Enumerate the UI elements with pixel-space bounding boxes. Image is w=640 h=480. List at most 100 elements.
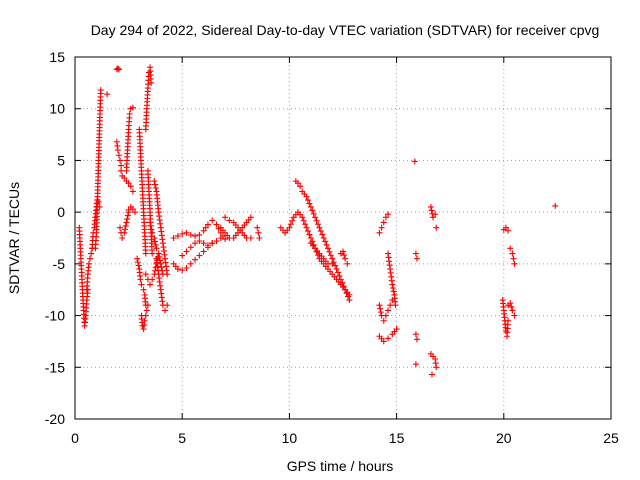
data-point-s20 <box>155 250 162 257</box>
data-point-s19 <box>152 181 159 188</box>
data-point-s11 <box>132 209 139 216</box>
data-point-s29 <box>309 242 316 249</box>
data-point-s32 <box>377 309 384 316</box>
data-point-s23 <box>204 242 211 249</box>
data-point-s20 <box>152 241 159 248</box>
data-point-s09 <box>121 229 128 236</box>
data-point-s27 <box>327 268 334 275</box>
data-point-s20 <box>156 253 163 260</box>
data-point-s16 <box>149 247 156 254</box>
data-point-s27 <box>289 217 296 224</box>
data-point-s18 <box>159 298 166 305</box>
data-point-s27 <box>287 221 294 228</box>
data-point-s20 <box>147 222 154 229</box>
data-point-s45 <box>509 307 516 314</box>
data-point-s22 <box>213 221 220 228</box>
data-point-s39 <box>429 210 436 217</box>
data-point-s27 <box>307 235 314 241</box>
data-point-s23 <box>187 244 194 251</box>
data-point-s32 <box>387 302 394 309</box>
data-point-s13 <box>141 321 148 328</box>
data-point-s13 <box>143 307 150 314</box>
grid <box>75 57 611 419</box>
x-tick-label: 0 <box>71 430 79 446</box>
data-point-s39 <box>427 203 434 210</box>
data-point-s07 <box>114 142 121 149</box>
data-point-s23 <box>209 240 216 247</box>
data-point-s20 <box>158 264 165 271</box>
y-tick-label: 10 <box>49 101 65 117</box>
data-point-s27 <box>300 217 307 224</box>
data-point-s36 <box>412 250 419 257</box>
data-point-s13 <box>144 302 151 309</box>
data-point-s01 <box>83 300 90 307</box>
data-point-s20 <box>153 245 160 252</box>
data-point-s44 <box>501 314 508 321</box>
x-tick-label: 5 <box>178 430 186 446</box>
data-point-s04 <box>96 124 103 131</box>
data-point-s16 <box>145 185 152 192</box>
data-point-s35 <box>411 158 418 165</box>
data-point-s32 <box>385 307 392 314</box>
data-point-s20 <box>149 229 156 236</box>
data-point-s25 <box>241 232 248 239</box>
data-point-s46 <box>509 250 516 257</box>
data-point-s22 <box>170 235 177 241</box>
data-point-s09 <box>124 212 131 219</box>
data-point-s12 <box>138 281 145 288</box>
data-point-s28 <box>316 224 323 231</box>
data-point-s26 <box>255 229 262 236</box>
y-tick-label: -10 <box>45 308 65 324</box>
data-point-s02 <box>87 255 94 262</box>
data-point-s30 <box>342 255 349 262</box>
y-tick-label: -20 <box>45 411 65 427</box>
data-point-s08 <box>125 180 132 187</box>
data-point-s24 <box>241 222 248 229</box>
data-point-s26 <box>256 235 263 241</box>
data-point-s19 <box>151 178 158 185</box>
data-point-s01 <box>77 241 84 248</box>
data-point-s04 <box>97 90 104 97</box>
data-point-s22 <box>200 227 207 234</box>
data-point-s22 <box>204 221 211 228</box>
data-point-s25 <box>232 222 239 229</box>
data-point-s09 <box>119 235 126 241</box>
data-point-s20 <box>152 238 159 245</box>
data-point-s38 <box>412 361 419 368</box>
data-point-s04 <box>93 233 100 240</box>
data-point-s22 <box>179 230 186 237</box>
data-point-s24 <box>245 216 252 223</box>
data-point-s10 <box>124 150 131 157</box>
data-point-s03 <box>93 207 100 214</box>
data-point-s28 <box>319 231 326 238</box>
data-point-s28 <box>344 289 351 296</box>
data-point-s31 <box>385 335 392 342</box>
data-point-s29 <box>329 260 336 267</box>
data-point-s29 <box>322 258 329 265</box>
data-point-s19 <box>161 251 168 258</box>
data-point-s01 <box>78 262 85 269</box>
data-point-s30 <box>341 252 348 259</box>
x-tick-label: 25 <box>603 430 619 446</box>
data-point-s23 <box>196 238 203 245</box>
data-point-s31 <box>391 328 398 335</box>
data-point-s20 <box>157 260 164 267</box>
data-point-s09 <box>123 219 130 226</box>
data-point-s12 <box>137 272 144 279</box>
data-point-s14 <box>140 205 147 212</box>
data-point-s14 <box>139 185 146 192</box>
data-point-s21 <box>187 260 194 267</box>
data-point-s02 <box>88 250 95 257</box>
data-point-s06 <box>115 66 122 73</box>
data-points <box>76 64 559 378</box>
data-point-s13 <box>142 312 149 319</box>
data-point-s21 <box>183 264 190 271</box>
data-point-s14 <box>137 143 144 150</box>
data-point-s28 <box>329 255 336 262</box>
data-point-s20 <box>151 235 158 241</box>
data-point-s28 <box>320 235 327 241</box>
data-point-s28 <box>339 279 346 286</box>
data-point-s17 <box>142 271 149 278</box>
data-point-s14 <box>141 226 148 233</box>
data-point-s14 <box>142 247 149 254</box>
